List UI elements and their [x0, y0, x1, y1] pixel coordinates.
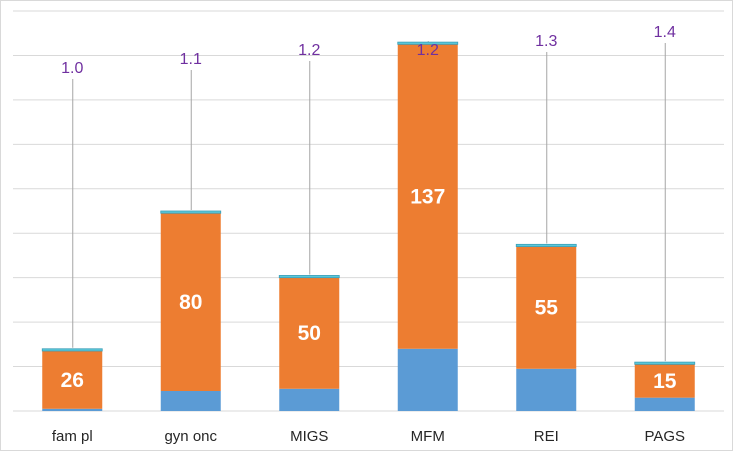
bar-segment-rei-s1 [516, 368, 577, 411]
data-label: 26 [61, 369, 84, 392]
category-label: MIGS [290, 428, 328, 445]
category-label: REI [534, 428, 559, 445]
labels: 26 1.0 fam pl 80 1.1 gyn onc 50 1.2 MIGS 137 1.2 MF… [52, 24, 685, 445]
bars [41, 41, 696, 411]
bar-segment-mfm-s2 [397, 44, 458, 349]
data-label: 137 [410, 186, 445, 209]
top-value-label: 1.3 [535, 33, 557, 50]
bar-segment-pags-s1 [634, 397, 695, 411]
bar-segment-mfm-s1 [397, 348, 458, 411]
bar-segment-rei-s2 [516, 246, 577, 369]
bar-segment-gyn-onc-s3 [160, 210, 222, 214]
data-label: 50 [298, 322, 321, 345]
data-label: 15 [653, 370, 677, 393]
top-value-label: 1.1 [180, 51, 202, 68]
bar-segment-pags-s3 [634, 361, 696, 365]
data-label: 80 [179, 291, 202, 314]
category-label: MFM [411, 428, 445, 445]
category-label: fam pl [52, 428, 93, 445]
bar-segment-gyn-onc-s1 [160, 391, 221, 411]
bar-segment-rei-s3 [515, 243, 577, 247]
bar-segment-pags-s2 [634, 364, 695, 398]
bar-segment-fam-pl-s2 [42, 351, 103, 409]
top-value-label: 1.4 [654, 24, 676, 41]
category-label: PAGS [644, 428, 685, 445]
bar-segment-mfm-s3 [397, 41, 459, 45]
bar-segment-migs-s3 [278, 275, 340, 279]
bar-segment-migs-s1 [279, 388, 340, 411]
bar-segment-fam-pl-s3 [41, 348, 103, 352]
top-value-label: 1.0 [61, 60, 83, 77]
bar-segment-fam-pl-s1 [42, 408, 103, 411]
top-value-label: 1.2 [417, 42, 439, 59]
bar-segment-migs-s2 [279, 277, 340, 389]
bar-segment-gyn-onc-s2 [160, 213, 221, 391]
data-label: 55 [535, 297, 559, 320]
category-label: gyn onc [164, 428, 217, 445]
top-value-label: 1.2 [298, 42, 320, 59]
gridlines [13, 10, 724, 412]
